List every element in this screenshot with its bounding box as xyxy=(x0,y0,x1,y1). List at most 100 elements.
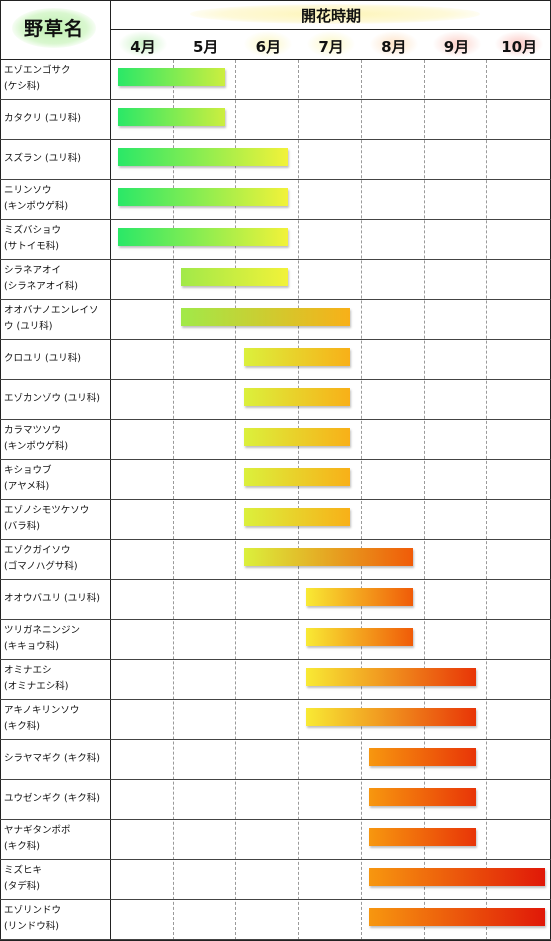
species-family-line: (キク科) xyxy=(4,841,40,852)
month-gridline xyxy=(424,60,425,940)
month-label: 10月 xyxy=(501,38,538,56)
species-family-line: (ケシ科) xyxy=(4,81,40,92)
species-family-line: (リンドウ科) xyxy=(4,921,59,932)
row-divider xyxy=(0,539,551,540)
species-name: オオウバユリ (ユリ科) xyxy=(4,591,108,607)
flowering-period-bar xyxy=(180,268,288,286)
flowering-period-bar xyxy=(243,348,351,366)
species-name-line: オオウバユリ (ユリ科) xyxy=(4,593,100,604)
species-name: スズラン (ユリ科) xyxy=(4,151,108,167)
species-name: シラヤマギク (キク科) xyxy=(4,751,108,767)
species-name: エゾエンゴサク (ケシ科) xyxy=(4,63,108,95)
header-bottom-border xyxy=(0,59,551,60)
species-name: エゾカンゾウ (ユリ科) xyxy=(4,391,108,407)
species-name: ミズバショウ (サトイモ科) xyxy=(4,223,108,255)
species-name-line: エゾクガイソウ xyxy=(4,545,71,556)
month-gridline xyxy=(486,60,487,940)
flowering-period-bar xyxy=(180,308,351,326)
species-name: エゾノシモツケソウ (バラ科) xyxy=(4,503,108,535)
species-name-line: シラヤマギク (キク科) xyxy=(4,753,100,764)
flowering-period-bar xyxy=(118,148,288,166)
species-name: エゾクガイソウ (ゴマノハグサ科) xyxy=(4,543,108,575)
flowering-period-bar xyxy=(243,508,351,526)
species-name: シラネアオイ (シラネアオイ科) xyxy=(4,263,108,295)
species-family-line: (アヤメ科) xyxy=(4,481,50,492)
species-family-line: ウ (ユリ科) xyxy=(4,321,53,332)
species-name-line: ユウゼンギク (キク科) xyxy=(4,793,100,804)
species-family-line: (キンポウゲ科) xyxy=(4,441,69,452)
species-name: ヤナギタンポポ (キク科) xyxy=(4,823,108,855)
month-highlight xyxy=(307,31,356,57)
species-name-line: スズラン (ユリ科) xyxy=(4,153,81,164)
species-family-line: (バラ科) xyxy=(4,521,40,532)
flowering-period-bar xyxy=(243,428,351,446)
month-label: 5月 xyxy=(192,38,219,56)
month-label: 4月 xyxy=(130,38,156,56)
flowering-period-bar xyxy=(243,388,351,406)
name-header-highlight xyxy=(12,8,96,48)
row-divider xyxy=(0,899,551,900)
row-divider xyxy=(0,179,551,180)
flowering-period-bar xyxy=(118,68,225,86)
flowering-period-bar xyxy=(306,668,476,686)
row-header-label: 野草名 xyxy=(23,18,84,40)
species-family-line: (オミナエシ科) xyxy=(4,681,69,692)
month-label: 8月 xyxy=(381,38,407,56)
species-family-line: (キク科) xyxy=(4,721,40,732)
species-name-line: オオバナノエンレイソ xyxy=(4,305,99,316)
flowering-period-bar xyxy=(118,188,288,206)
species-family-line: (シラネアオイ科) xyxy=(4,281,78,292)
row-divider xyxy=(0,579,551,580)
flowering-period-bar xyxy=(118,108,225,126)
row-divider xyxy=(0,659,551,660)
flowering-period-bar xyxy=(369,868,545,886)
species-name-line: カラマツソウ xyxy=(4,425,62,436)
row-divider xyxy=(0,339,551,340)
row-divider xyxy=(0,739,551,740)
species-name: ツリガネニンジン (キキョウ科) xyxy=(4,623,108,655)
species-name: オミナエシ (オミナエシ科) xyxy=(4,663,108,695)
period-header-highlight xyxy=(190,4,480,24)
month-label: 6月 xyxy=(255,38,282,56)
name-column-border xyxy=(110,0,111,941)
row-divider xyxy=(0,859,551,860)
species-name: オオバナノエンレイソウ (ユリ科) xyxy=(4,303,108,335)
month-gridline xyxy=(235,60,236,940)
row-divider xyxy=(0,939,551,940)
species-name-line: シラネアオイ xyxy=(4,265,62,276)
month-gridline xyxy=(173,60,174,940)
species-name-line: エゾノシモツケソウ xyxy=(4,505,90,516)
species-name-line: アキノキリンソウ xyxy=(4,705,80,716)
month-highlight xyxy=(119,31,167,57)
species-name: アキノキリンソウ (キク科) xyxy=(4,703,108,735)
species-name-line: エゾリンドウ xyxy=(4,905,62,916)
row-divider xyxy=(0,619,551,620)
month-gridline xyxy=(298,60,299,940)
flowering-period-bar xyxy=(118,228,288,246)
species-family-line: (キンポウゲ科) xyxy=(4,201,69,212)
month-gridline xyxy=(361,60,362,940)
flowering-period-bar xyxy=(369,908,545,926)
species-name-line: ミズヒキ xyxy=(4,865,43,876)
flowering-period-bar xyxy=(243,548,413,566)
species-name: ニリンソウ (キンポウゲ科) xyxy=(4,183,108,215)
month-highlight xyxy=(495,31,544,57)
flowering-period-bar xyxy=(243,468,351,486)
row-divider xyxy=(0,779,551,780)
row-divider xyxy=(0,499,551,500)
month-label: 7月 xyxy=(318,38,344,56)
species-name: カラマツソウ (キンポウゲ科) xyxy=(4,423,108,455)
header-divider xyxy=(111,29,551,30)
species-name-line: ニリンソウ xyxy=(4,185,52,196)
species-name-line: キショウブ xyxy=(4,465,52,476)
species-family-line: (サトイモ科) xyxy=(4,241,59,252)
flowering-period-bar xyxy=(306,588,413,606)
species-family-line: (タデ科) xyxy=(4,881,40,892)
species-name: クロユリ (ユリ科) xyxy=(4,351,108,367)
species-family-line: (ゴマノハグサ科) xyxy=(4,561,78,572)
row-divider xyxy=(0,419,551,420)
row-divider xyxy=(0,99,551,100)
flowering-period-bar xyxy=(369,748,476,766)
row-divider xyxy=(0,819,551,820)
species-name-line: カタクリ (ユリ科) xyxy=(4,113,81,124)
